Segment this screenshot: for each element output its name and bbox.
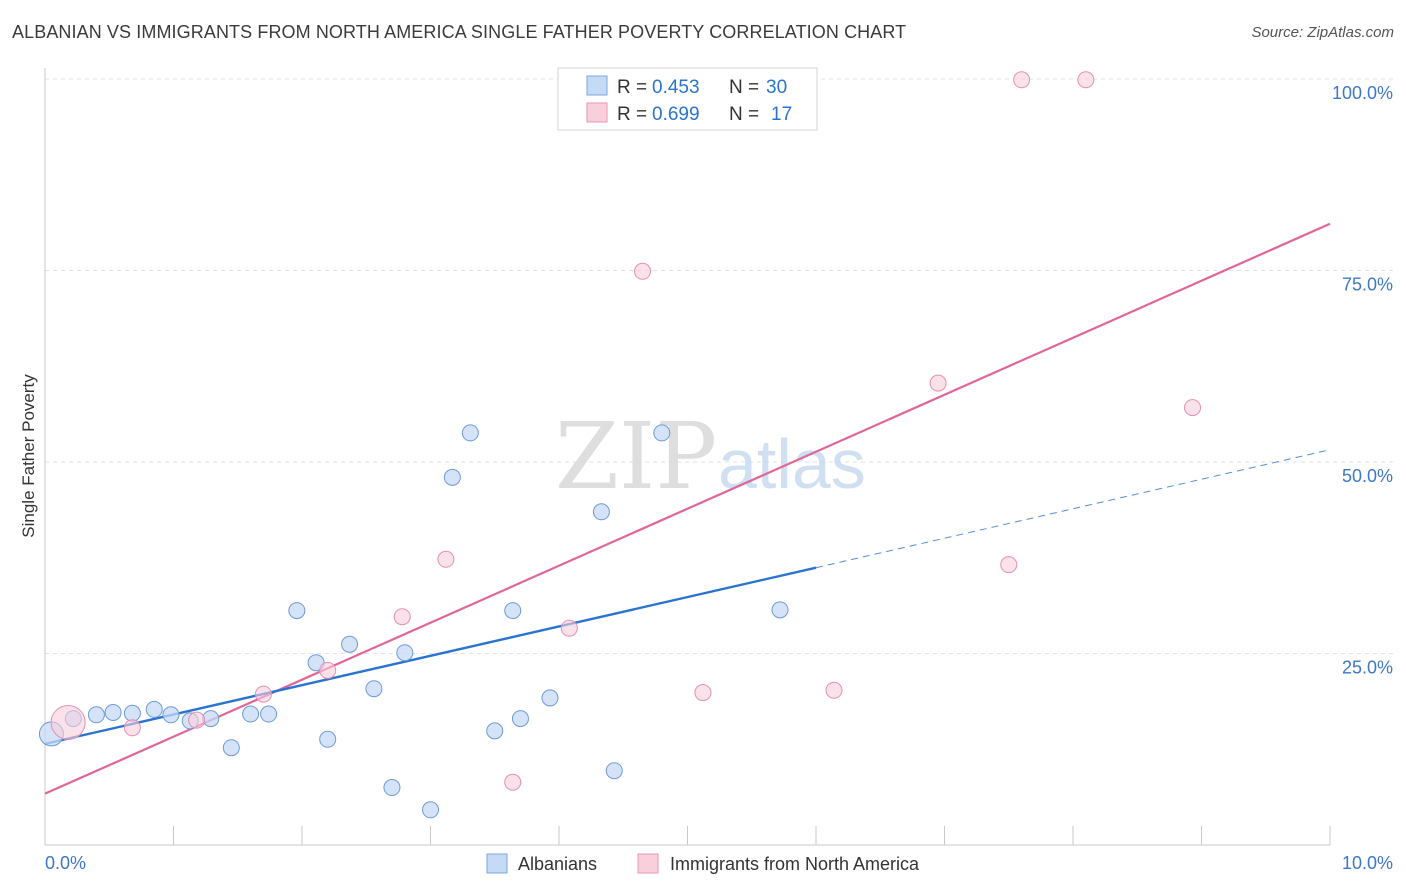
point-albanians [396,644,414,662]
point-albanians [653,424,671,442]
point-immigrants [1184,399,1202,417]
point-immigrants [123,719,141,737]
point-albanians [288,602,306,620]
point-albanians [383,779,401,797]
legend-n-value-2: 17 [771,104,792,125]
point-albanians [422,801,439,819]
legend-r-label-2: R = [617,104,647,125]
point-albanians [202,710,220,728]
y-tick-label: 75.0% [1342,275,1393,295]
point-immigrants [188,711,206,729]
point-albanians [605,762,623,780]
bottom-legend-label-albanians: Albanians [518,854,597,874]
legend-box: R = 0.453 N = 30 R = 0.699 N = 17 [557,67,818,131]
point-albanians [443,468,461,486]
bottom-legend-label-immigrants: Immigrants from North America [670,854,920,874]
point-albanians [365,680,383,698]
point-albanians [541,689,559,707]
point-albanians [145,700,163,718]
point-albanians [222,739,240,757]
point-albanians [592,503,610,521]
point-albanians [461,424,479,442]
point-immigrants [694,684,712,702]
legend-r-value-2: 0.699 [652,104,700,125]
trend-line-albanians-extension [815,449,1331,569]
point-albanians [341,635,359,653]
point-immigrants [319,661,337,679]
legend-swatch-immigrants [586,102,608,123]
watermark-zip: ZIP [555,403,717,510]
x-tick-label: 0.0% [45,853,86,873]
bottom-legend: Albanians Immigrants from North America [486,853,920,874]
source-label: Source: ZipAtlas.com [1251,24,1394,41]
watermark: ZIP atlas [555,403,866,510]
point-immigrants [393,608,411,626]
point-immigrants [634,262,652,280]
point-immigrants [254,685,272,703]
y-axis-label: Single Father Poverty [19,374,38,538]
y-tick-label: 25.0% [1342,658,1393,678]
grid-lines [45,78,1393,654]
legend-r-value-1: 0.453 [652,77,700,98]
trend-lines [44,222,1331,795]
data-points [38,71,1202,819]
legend-n-label-2: N = [729,104,759,125]
axes [44,68,1331,846]
point-immigrants [1013,71,1031,89]
point-albanians [486,722,504,740]
point-albanians [242,705,260,723]
point-albanians [104,703,122,721]
point-immigrants [437,550,455,568]
y-tick-label: 100.0% [1332,83,1393,103]
y-tick-label: 50.0% [1342,466,1393,486]
point-albanians [162,706,180,724]
point-immigrants [1000,556,1018,574]
watermark-atlas: atlas [718,425,866,503]
point-albanians [504,602,522,620]
legend-n-value-1: 30 [766,77,787,98]
trend-line-immigrants [44,222,1331,795]
legend-n-label-1: N = [729,77,759,98]
point-immigrants [825,681,843,699]
x-tick-label: 10.0% [1342,853,1393,873]
point-immigrants [504,773,522,791]
point-immigrants [50,704,86,740]
point-albanians [123,704,141,722]
point-immigrants [929,374,947,392]
bottom-legend-swatch-immigrants [637,853,659,874]
trend-line-albanians [44,566,817,746]
point-albanians [87,706,105,724]
point-immigrants [1077,71,1095,89]
point-albanians [511,710,529,728]
point-albanians [319,730,337,748]
legend-swatch-albanians [586,75,608,96]
point-albanians [260,705,278,723]
legend-r-label-1: R = [617,77,647,98]
point-albanians [771,601,789,619]
chart-title: ALBANIAN VS IMMIGRANTS FROM NORTH AMERIC… [12,22,907,42]
tick-labels: 25.0% 50.0% 75.0% 100.0% 0.0% 10.0% [45,83,1393,873]
bottom-legend-swatch-albanians [486,853,508,874]
point-immigrants [560,619,578,637]
